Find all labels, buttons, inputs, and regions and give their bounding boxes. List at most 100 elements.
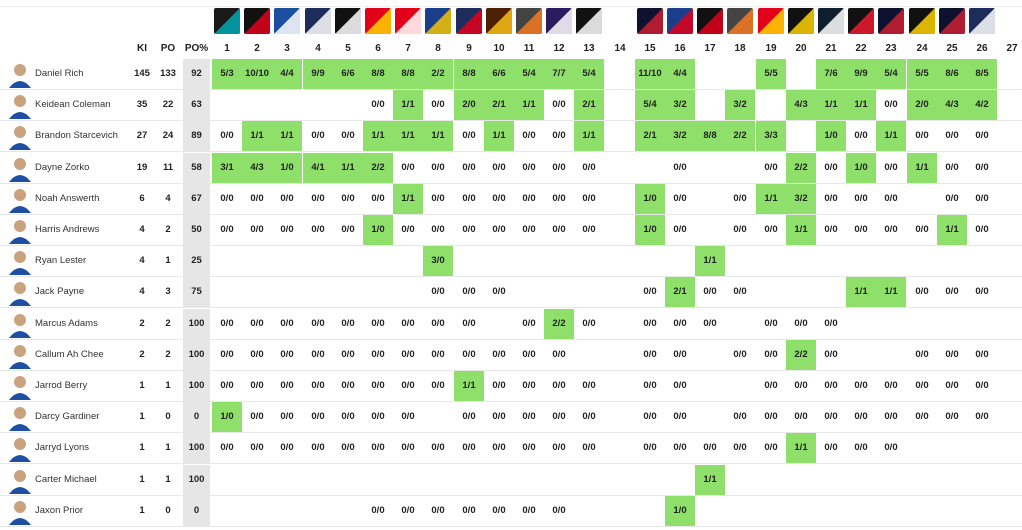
port-adelaide-logo-icon[interactable]: [214, 8, 240, 34]
table-row[interactable]: Harris Andrews 4 2 50 0/0 0/0 0/0 0/0 0/0 1/0 0/0 0…: [0, 215, 1022, 246]
round-cell-23: 1/1: [876, 277, 906, 307]
player-avatar: [8, 468, 32, 494]
table-row[interactable]: Keidean Coleman 35 22 63 0/0 1/1 0/0 2/0 2/1 1/1 0…: [0, 90, 1022, 121]
player-name[interactable]: Harris Andrews: [35, 224, 100, 235]
player-name[interactable]: Noah Answerth: [35, 193, 100, 204]
table-row[interactable]: Carter Michael 1 1 100 1/1: [0, 465, 1022, 496]
player-avatar: [8, 156, 32, 182]
round-cell-1: 0/0: [220, 442, 234, 453]
round-header-7: 7: [405, 43, 411, 54]
carlton-logo-icon[interactable]: [818, 8, 844, 34]
table-row[interactable]: Dayne Zorko 19 11 58 3/1 4/3 1/0 4/1 1/1 2/2 0/0 0/…: [0, 153, 1022, 184]
round-cell-23: [876, 309, 906, 339]
table-row[interactable]: Ryan Lester 4 1 25 3/0 1/1: [0, 246, 1022, 277]
round-cell-7: 0/0: [401, 442, 415, 453]
round-cell-19: 3/3: [756, 121, 786, 151]
table-row[interactable]: Noah Answerth 6 4 67 0/0 0/0 0/0 0/0 0/0 0/0 1/1 0/…: [0, 184, 1022, 215]
round-cell-21: 0/0: [824, 162, 838, 173]
richmond-logo-icon[interactable]: [909, 8, 935, 34]
melbourne-logo-icon[interactable]: [878, 8, 904, 34]
gws-logo-icon[interactable]: [516, 8, 542, 34]
round-cell-21: 7/6: [816, 59, 846, 89]
round-cell-26: 0/0: [975, 224, 989, 235]
table-row[interactable]: Darcy Gardiner 1 0 0 1/0 0/0 0/0 0/0 0/0 0/0 0/0 0/…: [0, 402, 1022, 433]
gws-logo-icon[interactable]: [727, 8, 753, 34]
essendon-logo-icon[interactable]: [244, 8, 270, 34]
round-cell-6: 0/0: [371, 380, 385, 391]
geelong-logo-icon[interactable]: [969, 8, 995, 34]
round-cell-8: 2/2: [423, 59, 453, 89]
round-cell-27: [997, 277, 1022, 307]
sydney-logo-icon[interactable]: [395, 8, 421, 34]
round-cell-3: [272, 90, 302, 120]
round-cell-18: 0/0: [733, 411, 747, 422]
round-cell-22: 0/0: [854, 442, 868, 453]
round-cell-27: [997, 309, 1022, 339]
round-cell-15: 0/0: [643, 380, 657, 391]
player-name[interactable]: Brandon Starcevich: [35, 130, 118, 141]
round-cell-18: [725, 59, 755, 89]
opponent-logo-strip: [0, 8, 1022, 36]
table-row[interactable]: Jarryd Lyons 1 1 100 0/0 0/0 0/0 0/0 0/0 0/0 0/0 0/…: [0, 433, 1022, 464]
st-kilda-logo-icon[interactable]: [848, 8, 874, 34]
round-cell-20: 4/3: [786, 90, 816, 120]
collingwood-logo-icon[interactable]: [576, 8, 602, 34]
western-bulldogs-logo-icon[interactable]: [667, 8, 693, 34]
player-name[interactable]: Carter Michael: [35, 474, 97, 485]
round-cell-2: [242, 277, 272, 307]
round-cell-25: 0/0: [945, 286, 959, 297]
geelong-logo-icon[interactable]: [305, 8, 331, 34]
table-row[interactable]: Brandon Starcevich 27 24 89 0/0 1/1 1/1 0/0 0/0 1…: [0, 121, 1022, 152]
fremantle-logo-icon[interactable]: [546, 8, 572, 34]
table-row[interactable]: Jarrod Berry 1 1 100 0/0 0/0 0/0 0/0 0/0 0/0 0/0 0/…: [0, 371, 1022, 402]
player-name[interactable]: Marcus Adams: [35, 318, 98, 329]
round-cell-6: 0/0: [371, 411, 385, 422]
table-row[interactable]: Callum Ah Chee 2 2 100 0/0 0/0 0/0 0/0 0/0 0/0 0/0…: [0, 340, 1022, 371]
north-melbourne-logo-icon[interactable]: [274, 8, 300, 34]
player-name[interactable]: Darcy Gardiner: [35, 411, 100, 422]
player-name[interactable]: Keidean Coleman: [35, 99, 111, 110]
round-cell-15: [635, 465, 665, 495]
round-cell-26: [967, 309, 997, 339]
player-po: 2: [165, 349, 171, 360]
table-row[interactable]: Daniel Rich 145 133 92 5/3 10/10 4/4 9/9 6/6 8/8 8…: [0, 59, 1022, 90]
melbourne-logo-icon[interactable]: [637, 8, 663, 34]
hawthorn-logo-icon[interactable]: [486, 8, 512, 34]
round-cell-10: 2/1: [484, 90, 514, 120]
west-coast-logo-icon[interactable]: [425, 8, 451, 34]
table-row[interactable]: Marcus Adams 2 2 100 0/0 0/0 0/0 0/0 0/0 0/0 0/0 0/…: [0, 309, 1022, 340]
richmond-logo-icon[interactable]: [788, 8, 814, 34]
round-cell-16: 0/0: [673, 162, 687, 173]
melbourne-logo-icon[interactable]: [939, 8, 965, 34]
round-header-20: 20: [795, 43, 807, 54]
player-name[interactable]: Jack Payne: [35, 286, 85, 297]
table-row[interactable]: Jack Payne 4 3 75 0/0 0/0 0/0 0/0 2/1 0/0 0/0 1/1 1/…: [0, 277, 1022, 308]
round-cell-25: 4/3: [937, 90, 967, 120]
player-name[interactable]: Daniel Rich: [35, 68, 84, 79]
round-cell-26: 8/5: [967, 59, 997, 89]
adelaide-logo-icon[interactable]: [456, 8, 482, 34]
round-cell-23: 1/1: [876, 121, 906, 151]
round-cell-24: 5/5: [907, 59, 937, 89]
collingwood-logo-icon[interactable]: [335, 8, 361, 34]
player-name[interactable]: Ryan Lester: [35, 255, 87, 266]
player-name[interactable]: Jaxon Prior: [35, 505, 84, 516]
round-cell-15: [635, 496, 665, 526]
essendon-logo-icon[interactable]: [697, 8, 723, 34]
gold-coast-logo-icon[interactable]: [758, 8, 784, 34]
player-name[interactable]: Callum Ah Chee: [35, 349, 104, 360]
round-cell-18: 0/0: [733, 286, 747, 297]
player-name[interactable]: Jarryd Lyons: [35, 442, 90, 453]
player-po-pct: 0: [193, 505, 200, 516]
round-cell-26: 0/0: [975, 286, 989, 297]
round-cell-9: 0/0: [462, 162, 476, 173]
round-cell-3: 4/4: [272, 59, 302, 89]
gold-coast-logo-icon[interactable]: [365, 8, 391, 34]
player-po: 24: [162, 130, 174, 141]
table-row[interactable]: Jaxon Prior 1 0 0 0/0 0/0 0/0 0/0 0/0 0/0 0/0 1/0: [0, 496, 1022, 527]
round-cell-7: 0/0: [401, 162, 415, 173]
player-name[interactable]: Dayne Zorko: [35, 162, 90, 173]
player-name[interactable]: Jarrod Berry: [35, 380, 88, 391]
round-cell-25: [937, 246, 967, 276]
round-cell-5: 0/0: [341, 380, 355, 391]
